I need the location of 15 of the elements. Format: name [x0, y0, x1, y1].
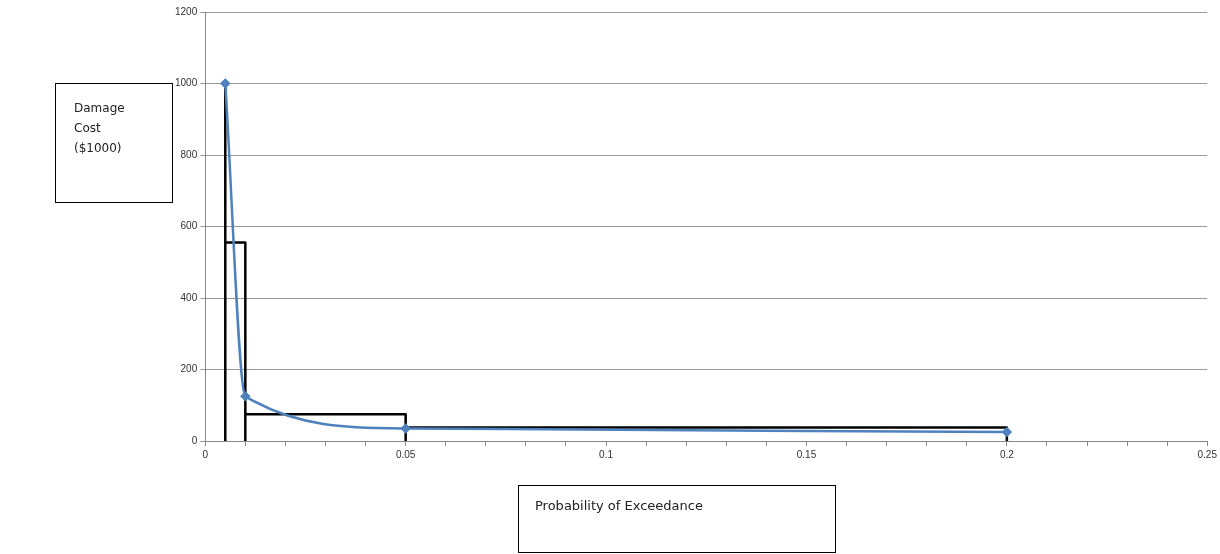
- x-tick-label: 0.05: [395, 448, 416, 460]
- x-axis-title: Probability of Exceedance: [518, 485, 836, 553]
- y-tick-label: 1200: [175, 5, 198, 17]
- x-tick-label: 0.2: [999, 448, 1015, 460]
- y-tick-label: 1000: [175, 77, 198, 89]
- y-tick-label: 600: [180, 220, 198, 232]
- y-tick-label: 400: [180, 291, 198, 303]
- y-tick-label: 800: [180, 148, 198, 160]
- x-tick-label: 0.25: [1197, 448, 1218, 460]
- y-tick-label: 0: [191, 434, 198, 446]
- x-tick-label: 0.15: [796, 448, 817, 460]
- x-tick-label: 0: [202, 448, 209, 460]
- y-tick-label: 200: [180, 363, 198, 375]
- y-axis-title: Damage Cost ($1000): [55, 83, 173, 203]
- x-tick-label: 0.1: [599, 448, 614, 460]
